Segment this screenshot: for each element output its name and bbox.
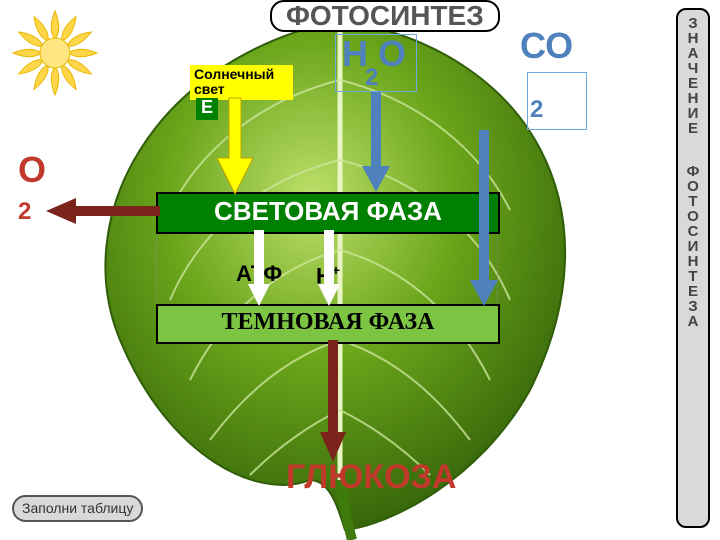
side-top: ЗНАЧЕНИЕ — [678, 16, 708, 136]
sun-icon — [10, 8, 100, 98]
co2-label: СО — [520, 28, 573, 64]
energy-label: Е — [196, 98, 218, 120]
glucose-label: ГЛЮКОЗА — [286, 460, 446, 494]
arrow-atp — [248, 230, 270, 308]
side-bottom: ФОТОСИНТЕЗА — [678, 164, 708, 329]
arrow-h2o — [362, 92, 392, 196]
arrow-sunlight — [217, 98, 257, 198]
title-box: ФОТОСИНТЕЗ — [270, 0, 500, 32]
arrow-hplus — [318, 230, 340, 308]
fill-table-button[interactable]: Заполни таблицу — [12, 495, 143, 522]
o2-sub: 2 — [18, 200, 31, 224]
o2-label: О — [18, 152, 46, 188]
light-phase-box: СВЕТОВАЯ ФАЗА — [156, 192, 500, 234]
sunlight-label: Солнечный свет — [190, 65, 293, 100]
arrow-co2 — [470, 130, 500, 308]
dark-phase-box: ТЕМНОВАЯ ФАЗА — [156, 304, 500, 344]
h2o-sub: 2 — [365, 66, 378, 90]
arrow-o2 — [46, 198, 160, 224]
arrow-glucose — [320, 340, 346, 464]
side-panel[interactable]: ЗНАЧЕНИЕ ФОТОСИНТЕЗА — [676, 8, 710, 528]
co2-sub: 2 — [530, 98, 543, 122]
